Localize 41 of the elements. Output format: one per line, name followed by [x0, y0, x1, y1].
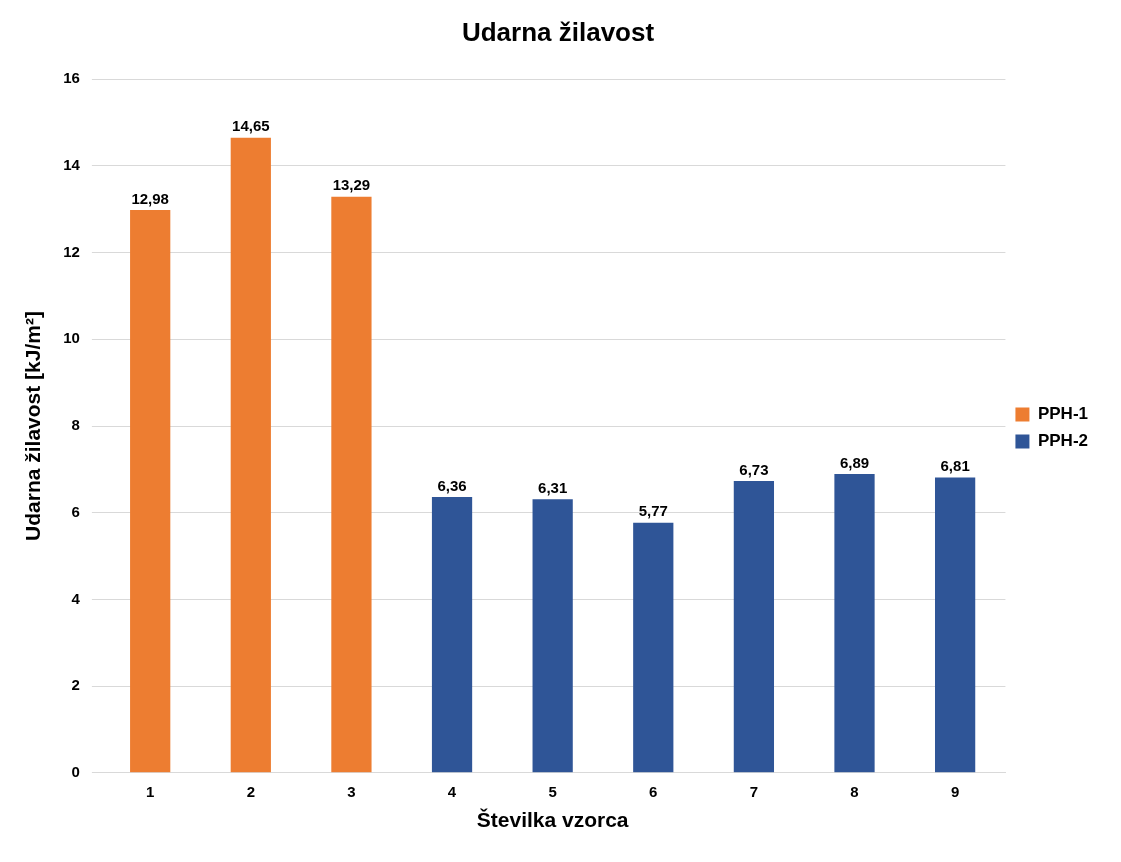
- x-tick-label: 3: [347, 782, 356, 800]
- legend-label: PPH-2: [1037, 431, 1089, 451]
- y-tick-label: 6: [71, 502, 80, 520]
- x-tick-label: 4: [447, 782, 457, 800]
- x-tick-label: 9: [950, 782, 960, 800]
- data-label: 14,65: [232, 117, 270, 135]
- y-tick-label: 16: [63, 69, 80, 87]
- data-label: 6,89: [839, 453, 870, 471]
- y-axis-title: Udarna žilavost [kJ/m²]: [21, 311, 45, 541]
- x-tick-label: 7: [749, 782, 759, 800]
- y-tick-label: 14: [63, 156, 81, 174]
- bar: [532, 499, 573, 773]
- x-tick-label: 1: [146, 782, 155, 800]
- y-tick-label: 4: [71, 589, 81, 607]
- bar: [834, 474, 875, 773]
- data-label: 6,36: [437, 476, 467, 494]
- bar: [230, 137, 271, 773]
- y-tick-label: 12: [63, 242, 80, 260]
- x-axis-title: Številka vzorca: [476, 808, 629, 832]
- chart-title: Udarna žilavost: [461, 16, 655, 47]
- data-label: 13,29: [332, 176, 371, 194]
- x-tick-label: 5: [548, 782, 557, 800]
- bar: [733, 481, 775, 773]
- x-tick-label: 6: [649, 782, 658, 800]
- y-tick-label: 0: [71, 762, 80, 780]
- data-label: 12,98: [131, 189, 169, 207]
- legend-label: PPH-1: [1037, 404, 1089, 424]
- x-tick-label: 2: [246, 782, 255, 800]
- y-tick-label: 2: [71, 676, 80, 694]
- bar: [935, 477, 976, 773]
- y-tick-label: 8: [71, 416, 80, 434]
- y-tick-label: 10: [63, 329, 80, 347]
- data-label: 6,31: [538, 478, 568, 496]
- bar: [130, 210, 171, 773]
- data-label: 5,77: [638, 502, 668, 520]
- bar: [331, 196, 372, 773]
- data-label: 6,81: [940, 457, 970, 475]
- x-tick-label: 8: [850, 782, 859, 800]
- bar: [633, 522, 674, 773]
- data-label: 6,73: [739, 460, 769, 478]
- bar: [431, 497, 473, 773]
